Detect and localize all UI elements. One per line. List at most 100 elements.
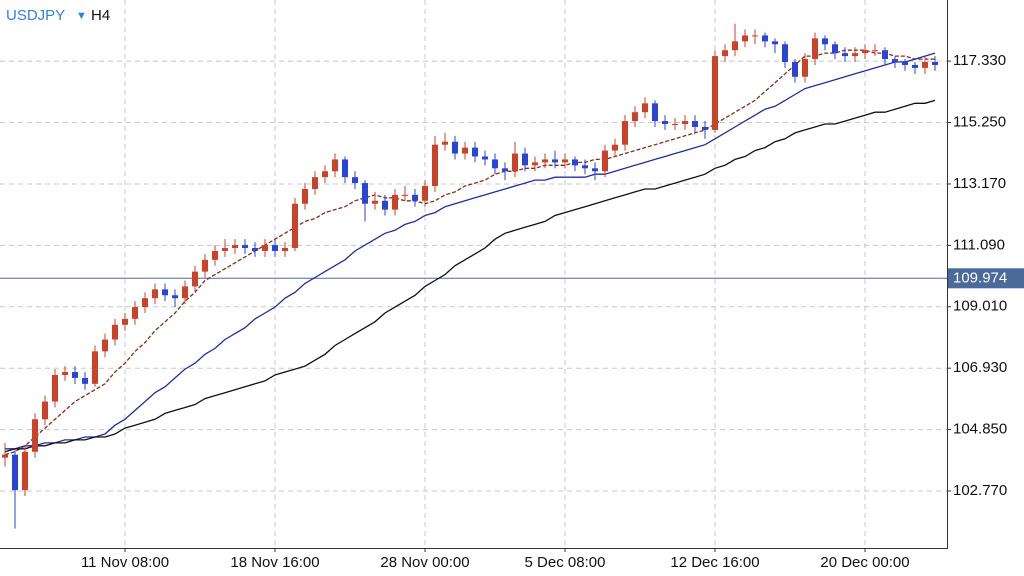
candle-body	[242, 245, 248, 249]
candle-body	[112, 324, 118, 340]
candle-body	[372, 200, 378, 204]
candle-body	[812, 38, 818, 60]
x-tick-label: 12 Dec 16:00	[670, 554, 759, 571]
candle-body	[132, 307, 138, 319]
candle-body	[192, 271, 198, 287]
candle-body	[12, 454, 18, 491]
candle-body	[532, 162, 538, 166]
candle-body	[632, 112, 638, 122]
candle-body	[502, 168, 508, 172]
symbol[interactable]: USDJPY	[6, 7, 65, 24]
candle-body	[762, 35, 768, 42]
candle-body	[582, 165, 588, 169]
candle-body	[172, 295, 178, 299]
candle-body	[92, 351, 98, 384]
candle-body	[542, 159, 548, 163]
candle-body	[682, 121, 688, 125]
candle-body	[142, 298, 148, 308]
candle-body	[22, 451, 28, 491]
y-tick-label: 104.850	[953, 421, 1007, 438]
axis-layer: 102.770 104.850 106.930 109.010 111.090 113.1…	[81, 52, 1024, 571]
y-tick-label: 111.090	[953, 236, 1005, 253]
candle-body	[422, 186, 428, 201]
candle-body	[32, 419, 38, 452]
x-tick-label: 20 Dec 00:00	[820, 554, 909, 571]
moving-average-line	[5, 52, 936, 450]
y-tick-label: 113.170	[953, 175, 1006, 192]
candle-body	[292, 203, 298, 249]
y-tick-label: 109.010	[953, 298, 1007, 315]
y-tick-label: 102.770	[953, 482, 1007, 499]
y-tick-label: 117.330	[953, 52, 1006, 69]
candle-body	[832, 44, 838, 54]
candle-body	[822, 38, 828, 45]
candle-body	[52, 374, 58, 402]
candle-body	[592, 168, 598, 172]
candle-body	[672, 124, 678, 126]
candle-body	[382, 200, 388, 210]
candle-body	[62, 372, 68, 375]
candle-body	[642, 103, 648, 113]
candle-body	[912, 64, 918, 68]
candle-body	[742, 35, 748, 42]
candle-body	[692, 121, 698, 127]
candle-body	[602, 150, 608, 172]
x-tick-label: 28 Nov 00:00	[380, 554, 469, 571]
candle-body	[392, 194, 398, 210]
candle-body	[512, 153, 518, 172]
candle-body	[562, 159, 568, 163]
candle-body	[322, 171, 328, 178]
candle-body	[252, 248, 258, 251]
candle-body	[232, 245, 238, 249]
y-tick-label: 115.250	[953, 114, 1006, 131]
candle-body	[182, 286, 188, 299]
candle-body	[272, 245, 278, 251]
candle-body	[872, 50, 878, 52]
candle-body	[122, 318, 128, 325]
candle-body	[482, 156, 488, 160]
y-tick-label: 106.930	[953, 359, 1007, 376]
candle-body	[702, 126, 708, 130]
candle-body	[712, 56, 718, 130]
candle-body	[162, 289, 168, 296]
candle-body	[42, 401, 48, 420]
candle-body	[572, 159, 578, 166]
x-tick-label: 5 Dec 08:00	[525, 554, 606, 571]
candle-body	[492, 159, 498, 169]
symbol-dropdown-icon[interactable]: ▼	[76, 10, 87, 22]
candle-body	[352, 177, 358, 184]
candle-body	[792, 62, 798, 77]
candle-body	[622, 121, 628, 145]
x-tick-label: 11 Nov 08:00	[81, 554, 169, 571]
candle-body	[102, 339, 108, 352]
candle-body	[802, 59, 808, 77]
candle-body	[782, 44, 788, 63]
candle-body	[752, 35, 758, 37]
candle-body	[312, 177, 318, 189]
candle-body	[152, 289, 158, 299]
candle-body	[72, 372, 78, 378]
candle-layer	[2, 23, 938, 529]
candle-body	[262, 245, 268, 251]
candle-body	[662, 121, 668, 125]
candle-body	[402, 194, 408, 196]
candle-body	[282, 248, 288, 251]
candle-body	[412, 194, 418, 201]
moving-average-line	[4, 49, 935, 456]
candle-body	[202, 259, 208, 272]
candle-body	[442, 141, 448, 145]
candle-body	[82, 377, 88, 384]
candle-body	[332, 159, 338, 172]
candle-body	[772, 41, 778, 45]
candle-body	[432, 144, 438, 187]
candle-body	[212, 250, 218, 260]
candle-body	[722, 50, 728, 57]
candle-body	[522, 153, 528, 166]
candle-body	[652, 103, 658, 122]
candle-body	[2, 454, 8, 458]
candle-body	[362, 183, 368, 204]
timeframe[interactable]: H4	[91, 7, 110, 24]
candle-body	[892, 59, 898, 63]
